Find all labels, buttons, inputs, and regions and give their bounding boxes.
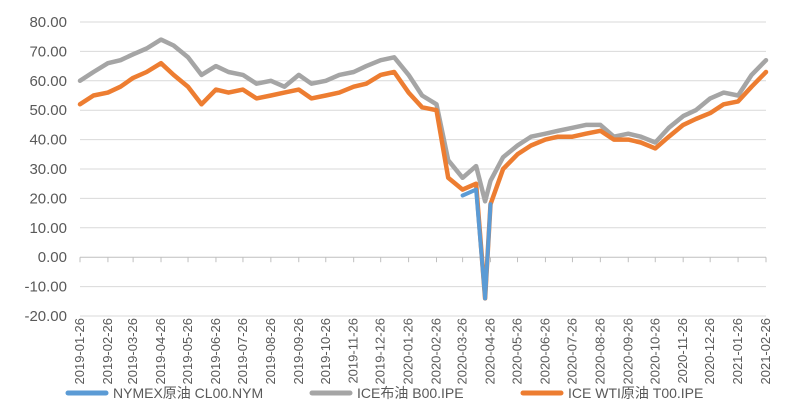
x-axis: 2019-01-26 2019-02-26 2019-03-26 2019-04-26… (72, 256, 773, 385)
legend-label-1: ICE布油 B00.IPE (357, 385, 464, 401)
y-tick-label: 60.00 (29, 73, 67, 90)
x-tick-label: 2019-11-26 (346, 318, 361, 384)
y-tick-label: 50.00 (29, 102, 67, 119)
x-tick-label: 2019-03-26 (125, 318, 140, 385)
y-tick-label: 70.00 (29, 43, 67, 60)
grid-lines (80, 21, 766, 317)
x-tick-label: 2019-05-26 (180, 318, 195, 385)
x-tick-label: 2020-06-26 (537, 318, 552, 385)
x-tick-label: 2021-02-26 (758, 318, 773, 385)
y-tick-label: 10.00 (29, 220, 67, 237)
x-tick-label: 2020-04-26 (483, 318, 498, 385)
legend: NYMEX原油 CL00.NYM ICE布油 B00.IPE ICE WTI原油 T… (65, 385, 703, 401)
x-tick-label: 2020-07-26 (564, 318, 579, 385)
y-tick-label: 20.00 (29, 190, 67, 207)
x-tick-label: 2019-04-26 (153, 318, 168, 385)
x-tick-label: 2019-10-26 (318, 318, 333, 385)
series-line-0 (460, 187, 493, 301)
x-tick-label: 2019-01-26 (72, 318, 87, 385)
x-tick-label: 2020-02-26 (429, 318, 444, 385)
y-tick-label: 30.00 (29, 161, 67, 178)
y-axis: 80.00 70.00 60.00 50.00 40.00 30.00 20.00 10.00… (24, 14, 67, 325)
x-tick-label: 2020-08-26 (592, 318, 607, 385)
series-line-1 (77, 37, 769, 204)
series-lines (77, 37, 769, 301)
x-tick-label: 2019-07-26 (235, 318, 250, 385)
x-tick-label: 2021-01-26 (730, 318, 745, 385)
x-tick-label: 2019-12-26 (373, 318, 388, 385)
legend-label-0: NYMEX原油 CL00.NYM (113, 385, 263, 401)
x-tick-label: 2020-01-26 (401, 318, 416, 385)
y-tick-label: -20.00 (24, 308, 67, 325)
x-tick-label: 2020-03-26 (455, 318, 470, 385)
x-tick-label: 2020-05-26 (510, 318, 525, 385)
series-line-2 (77, 60, 769, 301)
x-tick-label: 2020-11-26 (675, 318, 690, 384)
legend-label-2: ICE WTI原油 T00.IPE (568, 385, 703, 401)
x-tick-label: 2019-09-26 (291, 318, 306, 385)
y-tick-label: 0.00 (38, 249, 67, 266)
y-tick-label: 40.00 (29, 132, 67, 149)
x-tick-label: 2019-06-26 (208, 318, 223, 385)
y-tick-label: -10.00 (24, 279, 67, 296)
y-tick-label: 80.00 (29, 14, 67, 31)
x-tick-label: 2019-02-26 (100, 318, 115, 385)
x-tick-label: 2020-09-26 (620, 318, 635, 385)
x-tick-label: 2020-12-26 (702, 318, 717, 385)
x-tick-label: 2019-08-26 (263, 318, 278, 385)
x-tick-label: 2020-10-26 (647, 318, 662, 385)
